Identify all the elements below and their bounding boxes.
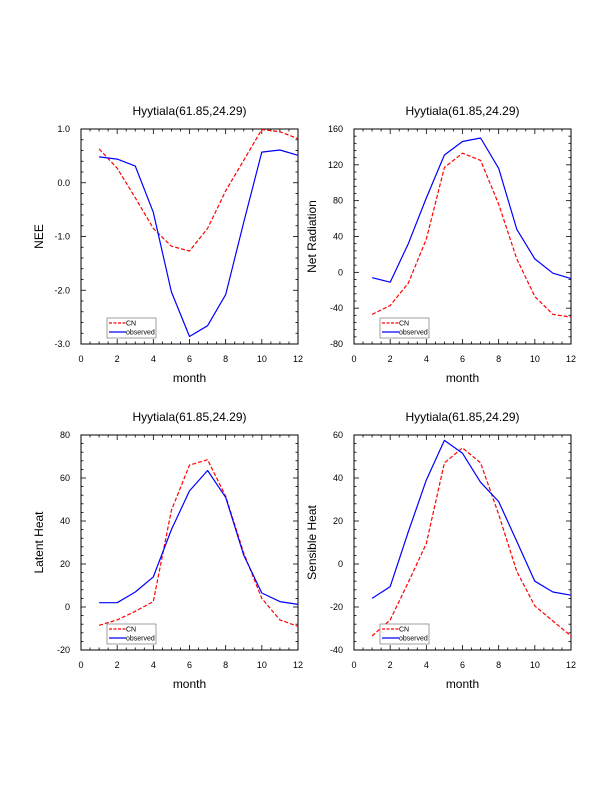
legend-label: CN — [126, 627, 136, 634]
y-tick-label: 20 — [333, 516, 343, 526]
x-tick-label: 10 — [530, 660, 540, 670]
y-tick-label: 0.0 — [57, 178, 70, 188]
y-axis-label: Sensible Heat — [305, 504, 319, 579]
y-axis-label: Net Radiation — [305, 200, 319, 273]
chart-panel-3: Hyytiala(61.85,24.29) 0 2 4 6 8 10 12 -20 0 20 40 60… — [32, 410, 303, 691]
x-tick-label: 2 — [388, 660, 393, 670]
x-tick-label: 6 — [187, 354, 192, 364]
y-axis-label: Latent Heat — [32, 511, 46, 574]
y-tick-label: 40 — [333, 473, 343, 483]
y-tick-label: -2.0 — [54, 285, 70, 295]
x-tick-label: 0 — [78, 354, 83, 364]
chart-panel-1: Hyytiala(61.85,24.29) 0 2 4 6 8 10 12 -3.0 -2.0 -1… — [32, 104, 303, 385]
x-tick-label: 2 — [115, 660, 120, 670]
x-tick-label: 4 — [151, 354, 156, 364]
chart-title: Hyytiala(61.85,24.29) — [405, 104, 519, 118]
x-tick-label: 12 — [293, 660, 303, 670]
series-line-cn — [371, 447, 572, 637]
x-tick-label: 2 — [115, 354, 120, 364]
x-tick-label: 10 — [257, 354, 267, 364]
x-tick-label: 12 — [566, 354, 576, 364]
y-tick-label: 0 — [65, 602, 70, 612]
y-tick-label: -1.0 — [54, 232, 70, 242]
x-tick-label: 12 — [566, 660, 576, 670]
x-axis-label: month — [446, 677, 479, 691]
chart-panel-4: Hyytiala(61.85,24.29) 0 2 4 6 8 10 12 -40 -20 0 20 4… — [305, 410, 576, 691]
series-line-observed — [371, 439, 572, 599]
y-tick-label: -20 — [57, 645, 70, 655]
legend: CN observed — [379, 623, 430, 645]
y-tick-label: -80 — [330, 339, 343, 349]
x-tick-label: 4 — [151, 660, 156, 670]
legend-label: CN — [126, 321, 136, 328]
x-tick-label: 10 — [530, 354, 540, 364]
series-line-observed — [371, 137, 572, 283]
legend: CN observed — [106, 623, 157, 645]
plot-frame — [80, 434, 299, 651]
y-tick-label: 0 — [338, 559, 343, 569]
series-line-observed — [99, 469, 299, 605]
y-tick-label: -3.0 — [54, 339, 70, 349]
chart-title: Hyytiala(61.85,24.29) — [132, 104, 246, 118]
y-tick-label: 40 — [333, 232, 343, 242]
x-axis-label: month — [446, 371, 479, 385]
y-tick-label: 60 — [60, 473, 70, 483]
y-tick-label: 80 — [60, 430, 70, 440]
x-tick-label: 0 — [78, 660, 83, 670]
x-tick-label: 0 — [351, 354, 356, 364]
legend-label: observed — [399, 636, 428, 643]
y-tick-label: 120 — [328, 160, 343, 170]
legend: CN observed — [379, 317, 430, 339]
x-tick-label: 12 — [293, 354, 303, 364]
y-axis-label: NEE — [32, 224, 46, 249]
x-tick-label: 10 — [257, 660, 267, 670]
plot-frame — [353, 128, 572, 345]
y-tick-label: -40 — [330, 645, 343, 655]
y-tick-label: -20 — [330, 602, 343, 612]
x-tick-label: 0 — [351, 660, 356, 670]
x-tick-label: 8 — [223, 660, 228, 670]
series-line-cn — [371, 152, 572, 318]
series-line-cn — [98, 128, 299, 252]
x-tick-label: 6 — [460, 660, 465, 670]
y-tick-label: 160 — [328, 124, 343, 134]
y-tick-label: -40 — [330, 303, 343, 313]
x-tick-label: 8 — [496, 660, 501, 670]
y-tick-label: 1.0 — [57, 124, 70, 134]
plot-frame — [80, 128, 299, 345]
y-tick-label: 80 — [333, 196, 343, 206]
x-axis-label: month — [173, 371, 206, 385]
series-line-observed — [99, 149, 299, 338]
legend: CN observed — [106, 317, 157, 339]
y-tick-label: 40 — [60, 516, 70, 526]
x-tick-label: 4 — [424, 354, 429, 364]
plot-frame — [353, 434, 572, 651]
y-tick-label: 20 — [60, 559, 70, 569]
x-tick-label: 8 — [223, 354, 228, 364]
x-tick-label: 4 — [424, 660, 429, 670]
legend-label: CN — [399, 321, 409, 328]
y-tick-label: 0 — [338, 267, 343, 277]
legend-label: observed — [399, 330, 428, 337]
x-axis-label: month — [173, 677, 206, 691]
series-line-cn — [98, 459, 299, 627]
x-tick-label: 6 — [460, 354, 465, 364]
legend-label: observed — [126, 330, 155, 337]
chart-title: Hyytiala(61.85,24.29) — [132, 410, 246, 424]
y-tick-label: 60 — [333, 430, 343, 440]
chart-panel-2: Hyytiala(61.85,24.29) 0 2 4 6 8 10 12 -80 -40 0 40 8… — [305, 104, 576, 385]
x-tick-label: 2 — [388, 354, 393, 364]
chart-title: Hyytiala(61.85,24.29) — [405, 410, 519, 424]
x-tick-label: 8 — [496, 354, 501, 364]
legend-label: CN — [399, 627, 409, 634]
x-tick-label: 6 — [187, 660, 192, 670]
legend-label: observed — [126, 636, 155, 643]
